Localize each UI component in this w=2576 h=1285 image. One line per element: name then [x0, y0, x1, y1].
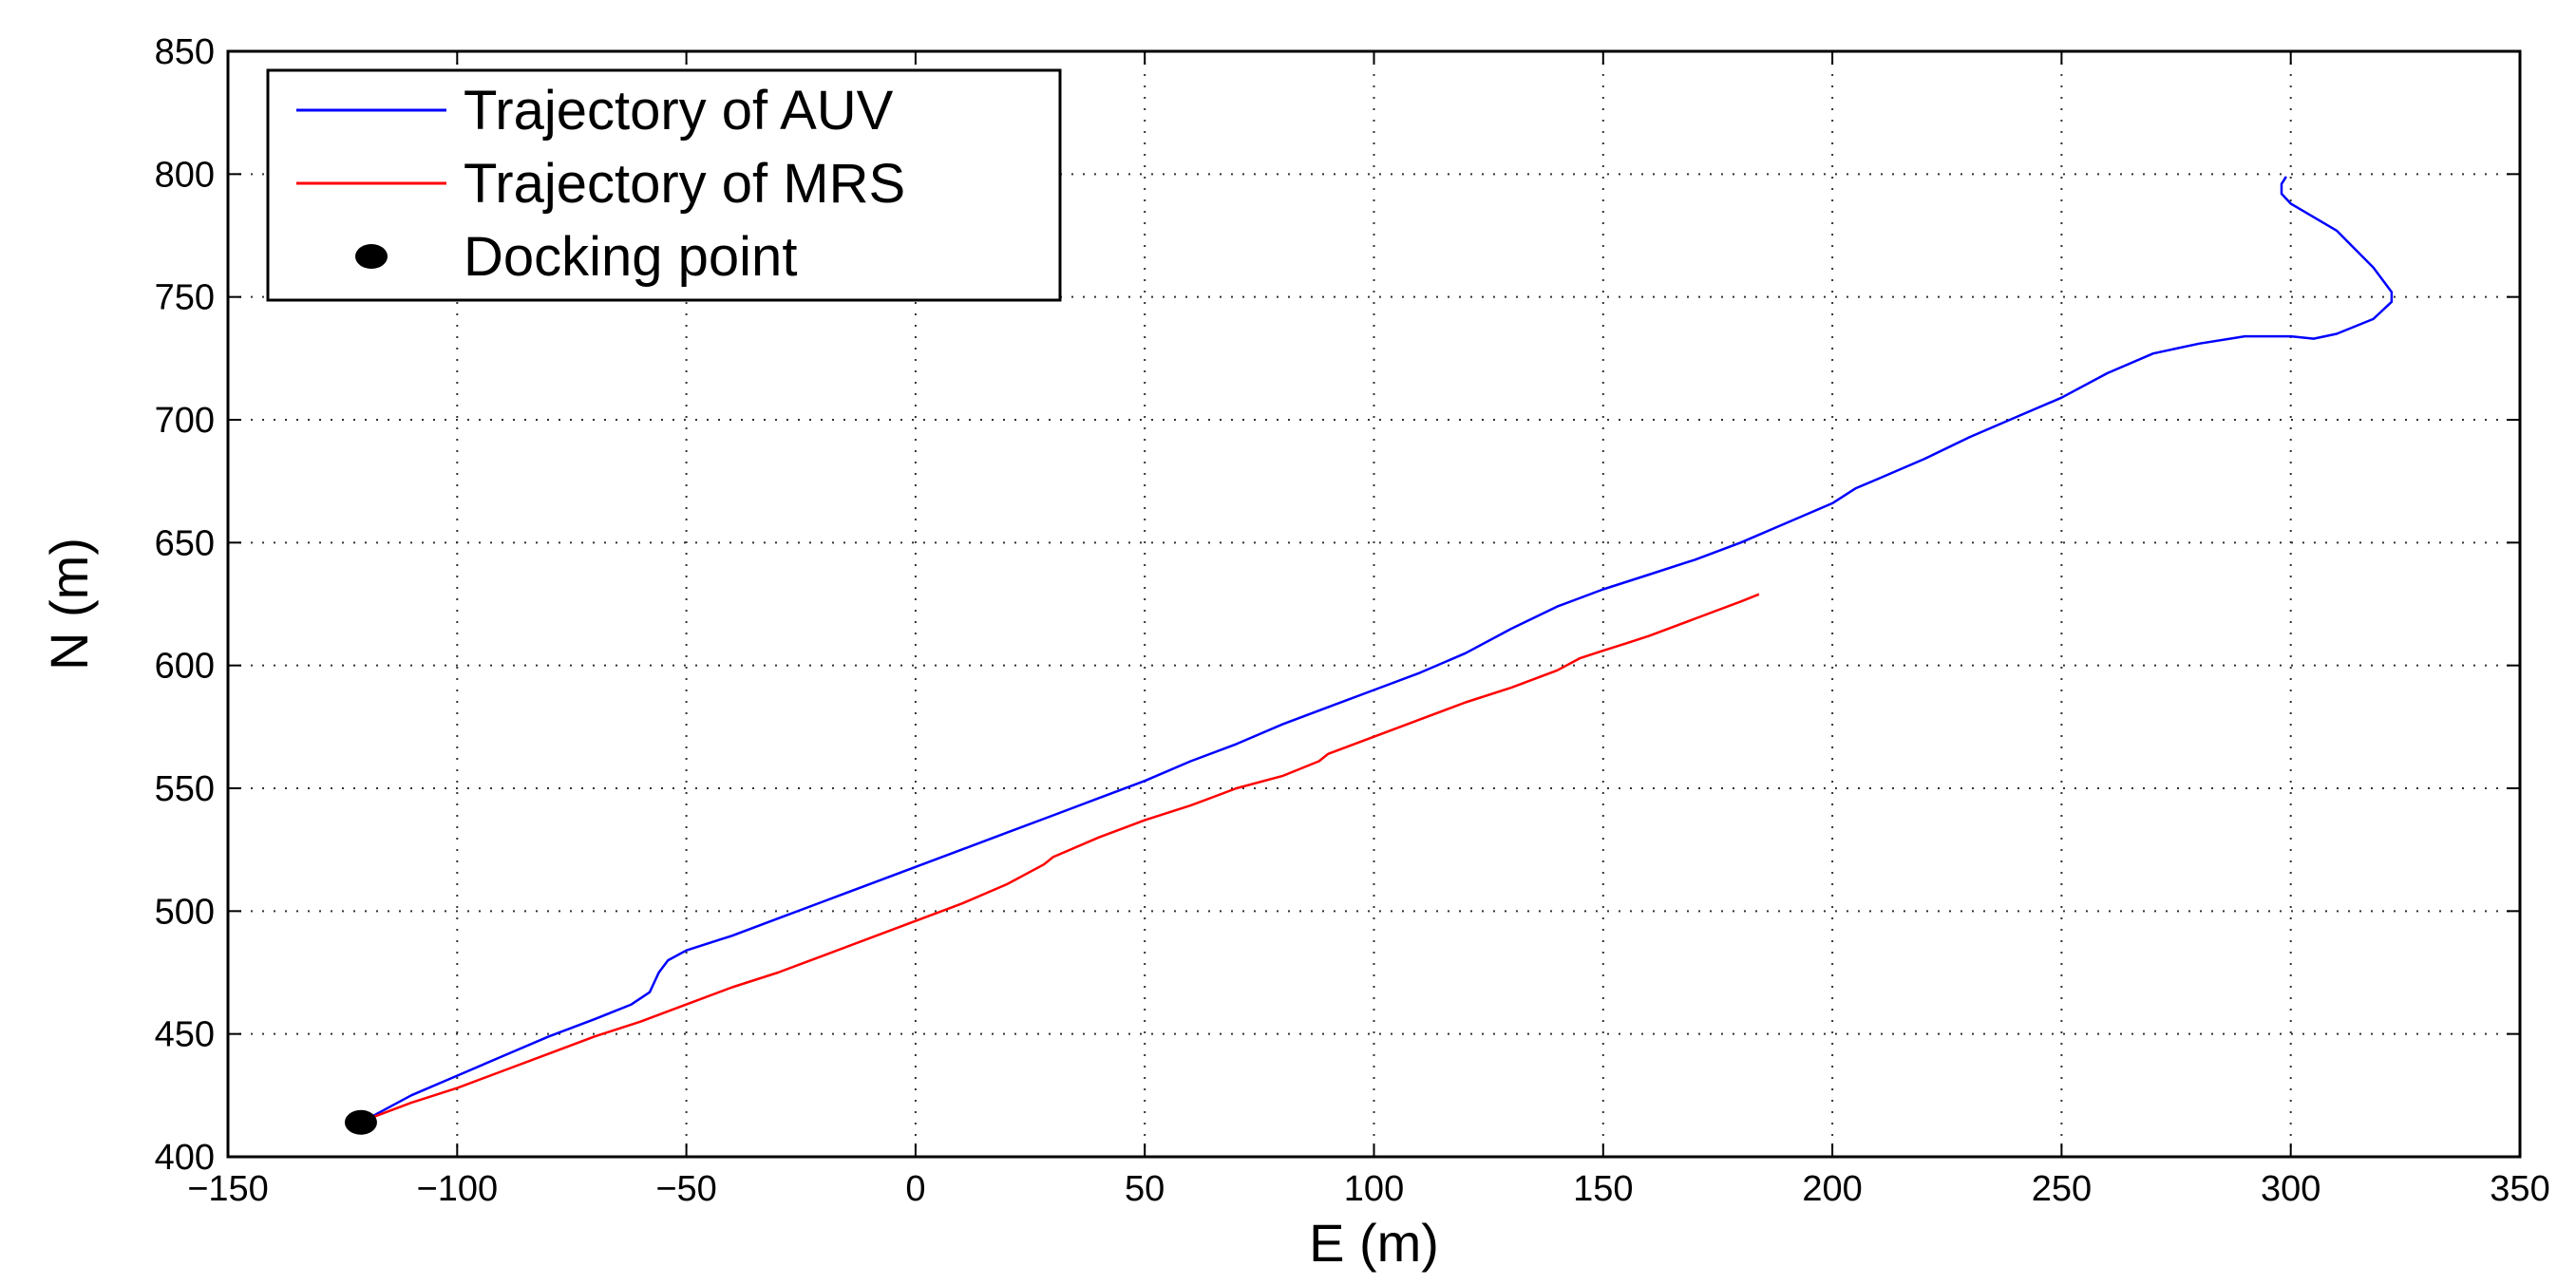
- y-tick-label: 850: [155, 32, 215, 72]
- y-tick-label: 700: [155, 401, 215, 441]
- legend-label-docking-point: Docking point: [464, 226, 797, 288]
- x-tick-label: 0: [905, 1169, 925, 1209]
- x-tick-label: 50: [1125, 1169, 1165, 1209]
- y-tick-label: 550: [155, 769, 215, 809]
- legend-box: [266, 68, 1062, 302]
- y-tick-label: 600: [155, 647, 215, 687]
- legend-swatch-docking-point: [355, 244, 388, 269]
- y-tick-label: 400: [155, 1138, 215, 1178]
- legend-label-auv: Trajectory of AUV: [464, 80, 894, 142]
- x-tick-label: −50: [655, 1169, 716, 1209]
- series-line-mrs: [365, 593, 1760, 1122]
- docking-point-marker: [344, 1109, 377, 1135]
- x-tick-label: 350: [2490, 1169, 2549, 1209]
- x-tick-label: 200: [1802, 1169, 1862, 1209]
- y-tick-label: 500: [155, 892, 215, 932]
- y-axis-label: N (m): [39, 538, 99, 671]
- legend: Trajectory of AUV Trajectory of MRS Dock…: [266, 68, 1062, 302]
- series-line-auv: [365, 176, 2394, 1122]
- x-tick-label: 100: [1344, 1169, 1404, 1209]
- x-tick-label: 300: [2261, 1169, 2320, 1209]
- axis-ticks: −150 −100 −50 0 50 100 150 200 250 300 350 400 450 50…: [155, 32, 2550, 1209]
- x-tick-label: −150: [187, 1169, 269, 1209]
- x-tick-label: 250: [2032, 1169, 2092, 1209]
- x-tick-label: −100: [417, 1169, 499, 1209]
- plot-series: [344, 176, 2394, 1135]
- y-tick-label: 650: [155, 523, 215, 563]
- x-tick-label: 150: [1573, 1169, 1633, 1209]
- y-tick-label: 450: [155, 1015, 215, 1055]
- y-tick-label: 750: [155, 278, 215, 318]
- y-tick-label: 800: [155, 155, 215, 195]
- x-axis-label: E (m): [1309, 1213, 1439, 1273]
- legend-label-mrs: Trajectory of MRS: [464, 153, 905, 215]
